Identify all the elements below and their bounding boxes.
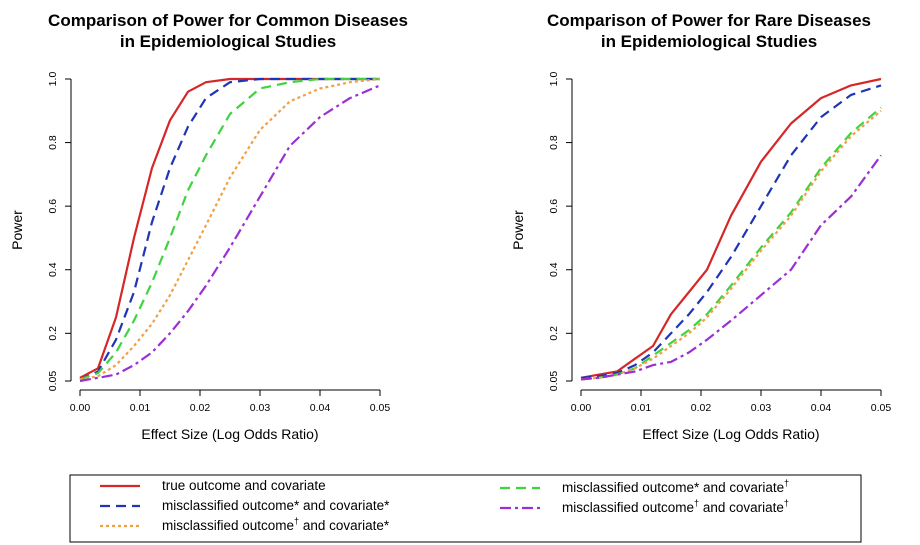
x-tick-label: 0.00: [70, 402, 91, 414]
x-tick-label: 0.04: [811, 402, 832, 414]
y-tick-label: 0.4: [548, 262, 560, 277]
y-tick-label: 1.0: [47, 72, 59, 87]
y-tick-label: 0.6: [548, 199, 560, 214]
legend-label-superscript: †: [784, 498, 789, 508]
y-tick-label: 1.0: [548, 72, 560, 87]
series-line-s5: [79, 84, 381, 383]
chart-title-line-1: Comparison of Power for Common Diseases: [48, 11, 408, 30]
x-tick-label: 0.03: [751, 402, 772, 414]
legend-label: misclassified outcome† and covariate†: [562, 498, 789, 515]
y-tick-label: 0.05: [47, 371, 59, 392]
y-tick-label: 0.8: [548, 135, 560, 150]
x-tick-label: 0.05: [370, 402, 391, 414]
series-line-s3: [580, 106, 882, 381]
series-line-s3: [79, 77, 380, 381]
y-axis-title: Power: [510, 210, 526, 250]
legend: true outcome and covariate misclassified …: [69, 474, 862, 543]
legend-label-superscript: †: [694, 498, 699, 508]
y-tick-label: 0.05: [548, 371, 560, 392]
legend-label-text: misclassified outcome: [162, 518, 294, 533]
legend-label-text: and covariate*: [299, 518, 390, 533]
axes: [571, 79, 881, 391]
legend-label: misclassified outcome† and covariate*: [162, 516, 390, 533]
x-axis-title: Effect Size (Log Odds Ratio): [141, 426, 318, 442]
chart-title-line-2: in Epidemiological Studies: [601, 32, 817, 51]
x-tick-label: 0.02: [691, 402, 712, 414]
x-tick-label: 0.02: [190, 402, 211, 414]
y-tick-label: 0.6: [47, 199, 59, 214]
series-line-s1: [580, 77, 882, 379]
x-tick-label: 0.03: [250, 402, 271, 414]
x-axis-title: Effect Size (Log Odds Ratio): [642, 426, 819, 442]
y-tick-label: 0.8: [47, 135, 59, 150]
legend-label: misclassified outcome* and covariate*: [162, 498, 390, 513]
axes: [70, 79, 380, 391]
series-line-s4: [79, 77, 381, 381]
legend-item-s2: misclassified outcome* and covariate*: [100, 498, 390, 513]
legend-item-s3: misclassified outcome* and covariate†: [500, 478, 789, 495]
legend-label-text: misclassified outcome* and covariate: [562, 480, 784, 495]
legend-item-s4: misclassified outcome† and covariate*: [100, 516, 390, 533]
chart-panel-2: Comparison of Power for Rare Diseases in …: [510, 11, 891, 442]
y-tick-label: 0.2: [548, 326, 560, 341]
legend-item-s1: true outcome and covariate: [100, 478, 326, 493]
chart-title-line-2: in Epidemiological Studies: [120, 32, 336, 51]
legend-label-text: misclassified outcome: [562, 500, 694, 515]
legend-item-s5: misclassified outcome† and covariate†: [500, 498, 789, 515]
series-line-s1: [79, 77, 380, 379]
chart-title-line-1: Comparison of Power for Rare Diseases: [547, 11, 871, 30]
series-line-s2: [79, 77, 380, 381]
legend-label: misclassified outcome* and covariate†: [562, 478, 789, 495]
y-axis-title: Power: [9, 210, 25, 250]
series-line-s4: [580, 109, 882, 381]
x-tick-label: 0.01: [631, 402, 652, 414]
y-tick-label: 0.4: [47, 262, 59, 277]
legend-label-text: misclassified outcome* and covariate*: [162, 498, 390, 513]
series-line-s5: [580, 154, 882, 381]
legend-box: [69, 474, 862, 543]
x-tick-label: 0.04: [310, 402, 331, 414]
legend-label: true outcome and covariate: [162, 478, 326, 493]
series-line-s2: [580, 84, 882, 379]
x-tick-label: 0.01: [130, 402, 151, 414]
legend-label-superscript: †: [784, 478, 789, 488]
legend-label-text: true outcome and covariate: [162, 478, 326, 493]
y-tick-label: 0.2: [47, 326, 59, 341]
chart-panel-1: Comparison of Power for Common Diseases i…: [9, 11, 408, 442]
legend-label-superscript: †: [294, 516, 299, 526]
legend-label-text: and covariate: [699, 500, 784, 515]
x-tick-label: 0.05: [871, 402, 892, 414]
x-tick-label: 0.00: [571, 402, 592, 414]
